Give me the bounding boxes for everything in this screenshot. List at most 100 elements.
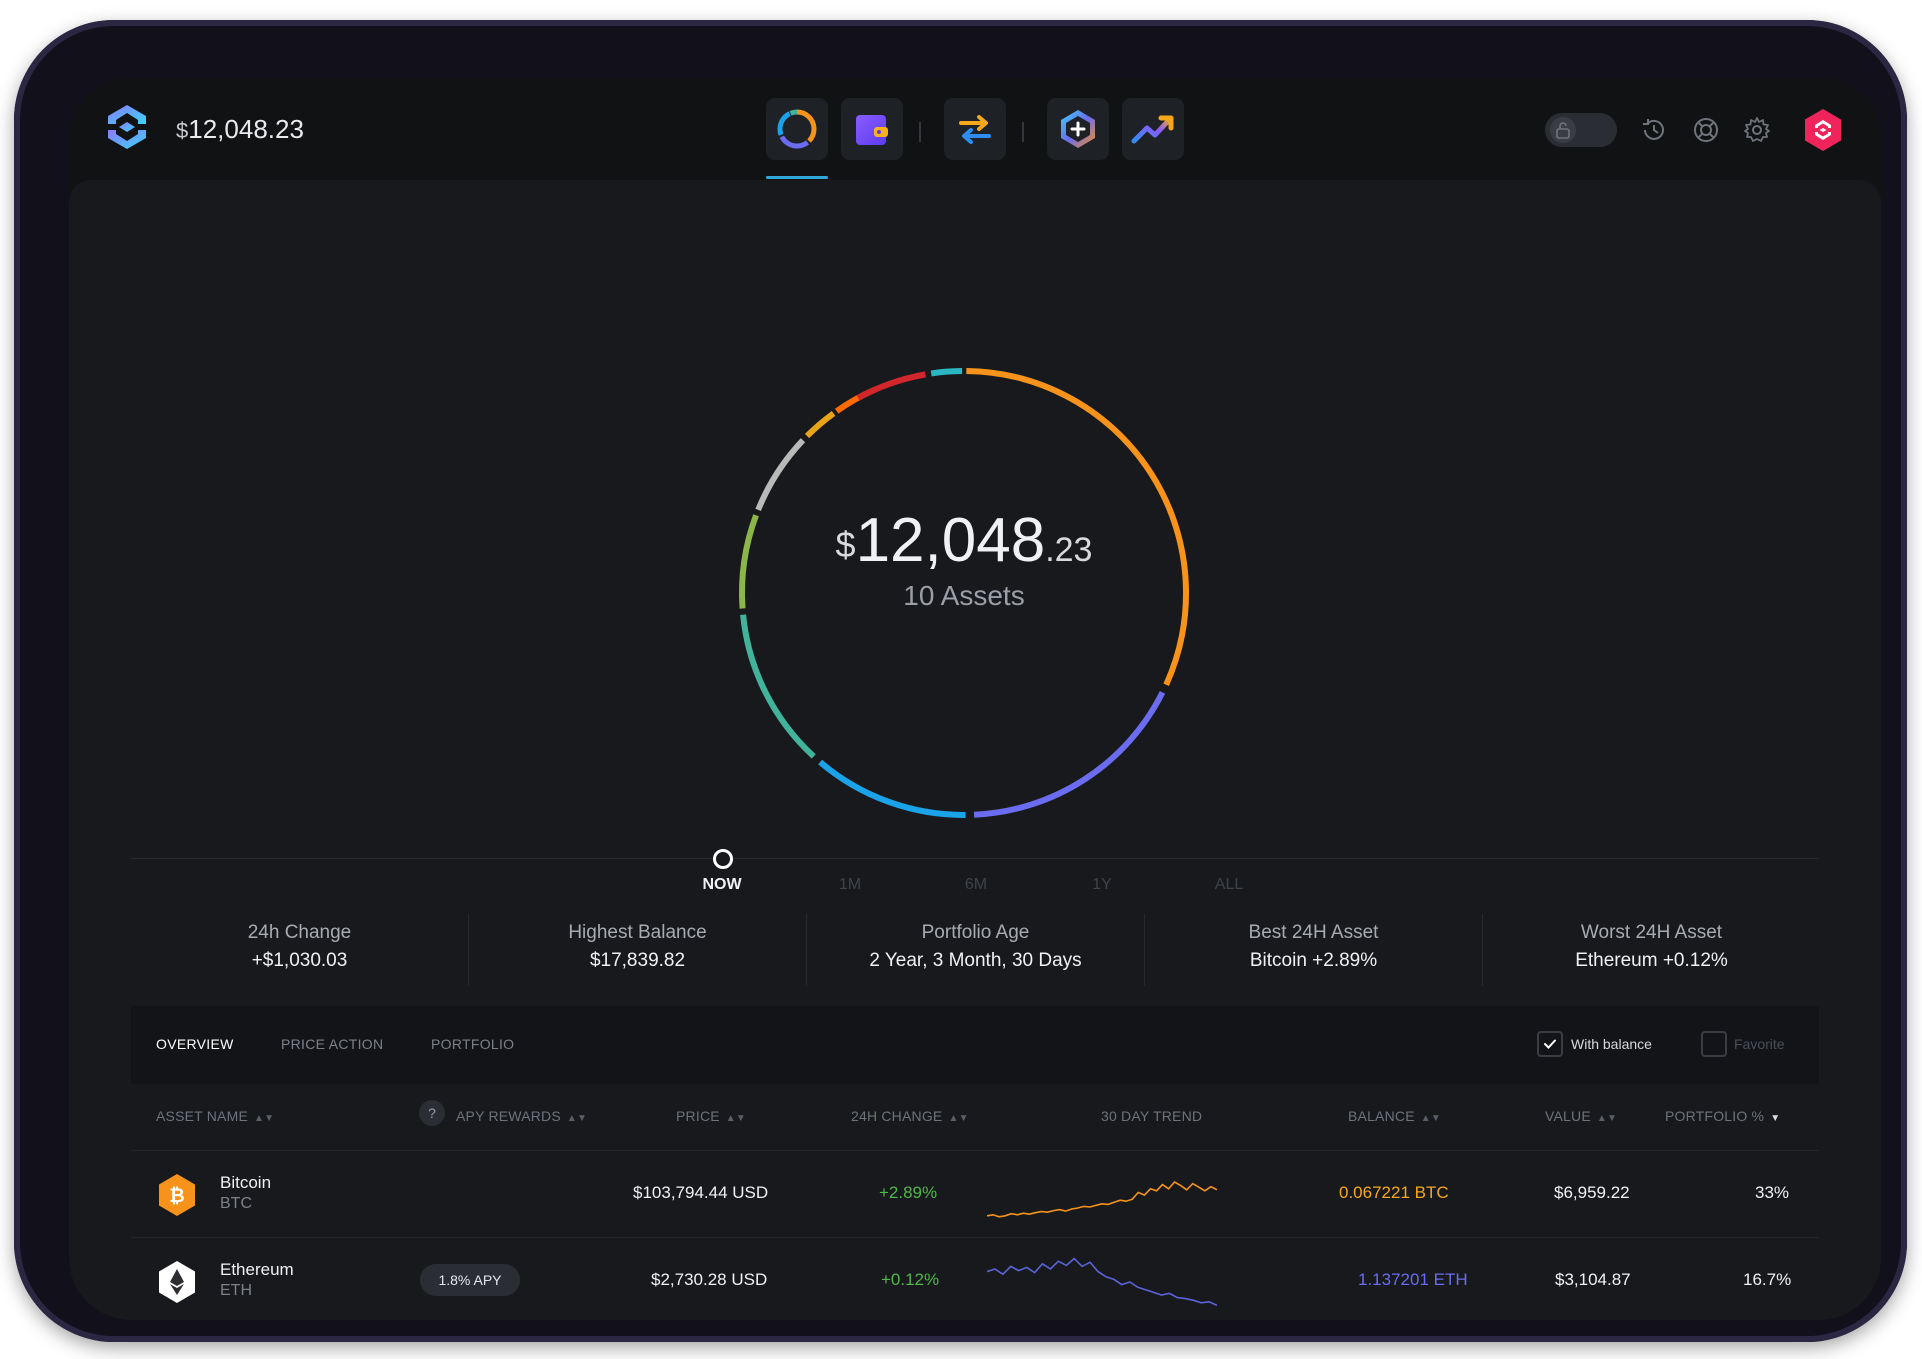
timeline-track [131,858,1819,859]
header-balance-currency: $ [176,118,189,143]
portfolio-content: $12,048.23 10 Assets NOW 1M 6M 1Y ALL 24… [69,180,1881,1320]
asset-portfolio-percent: 33% [1755,1183,1790,1202]
asset-ticker: BTC [220,1195,252,1212]
sort-icon: ▲▼ [725,1113,746,1124]
timeline-6m[interactable]: 6M [964,876,988,893]
allocation-segment[interactable] [739,514,759,609]
header-balance-amount: 12,048.23 [188,114,304,144]
sort-icon: ▲▼ [254,1113,275,1124]
col-apy-label: APY REWARDS [456,1108,561,1124]
allocation-segment[interactable] [755,438,806,511]
app-screen: $12,048.23 [69,78,1881,1320]
asset-value: $3,104.87 [1555,1270,1631,1289]
bitcoin-icon: ₿ [159,1174,195,1216]
col-portfolio-label: PORTFOLIO % [1665,1108,1765,1124]
padlock-icon [1556,122,1570,139]
col-balance-label: BALANCE [1348,1108,1415,1124]
stat-best-asset: Best 24H Asset Bitcoin +2.89% [1145,910,1482,990]
tab-price-action[interactable]: PRICE ACTION [281,1036,384,1052]
stat-value: $17,839.82 [589,950,686,971]
allocation-segment[interactable] [856,371,926,401]
trending-chart-icon [1131,115,1174,144]
col-portfolio-percent[interactable]: PORTFOLIO % ▼ [1665,1108,1780,1124]
exodus-logo-icon[interactable] [103,102,151,152]
allocation-segment[interactable] [966,368,1189,686]
sort-icon: ▲▼ [948,1113,969,1124]
assets-table: OVERVIEW PRICE ACTION PORTFOLIO With bal… [131,1006,1819,1320]
stat-divider [806,914,807,986]
sort-icon: ▲▼ [1596,1113,1618,1124]
col-price[interactable]: PRICE ▲▼ [676,1108,746,1124]
col-asset-name[interactable]: ASSET NAME ▲▼ [156,1108,274,1124]
with-balance-checkbox[interactable] [1537,1031,1563,1057]
allocation-segment[interactable] [930,368,963,377]
col-24h-change[interactable]: 24H CHANGE ▲▼ [851,1108,969,1124]
portfolio-donut-icon [777,109,817,149]
table-row[interactable]: ₿ Bitcoin BTC $103,794.44 USD +2.89% 0.0… [131,1150,1819,1237]
sparkline-path [987,1180,1217,1218]
app-store-plus-icon [1061,110,1095,148]
stat-label: Highest Balance [568,922,707,943]
device-frame: $12,048.23 [14,20,1907,1342]
allocation-segment[interactable] [740,614,816,759]
stat-divider [1482,914,1483,986]
nav-separator [1022,122,1024,142]
history-icon[interactable] [1639,115,1669,145]
stat-divider [468,914,469,986]
asset-price: $2,730.28 USD [651,1270,768,1289]
apy-help-icon[interactable]: ? [419,1100,445,1126]
stat-value: +$1,030.03 [251,950,348,971]
sparkline-path [987,1257,1217,1307]
stat-value: Ethereum +0.12% [1575,950,1728,971]
col-apy-rewards[interactable]: APY REWARDS ▲▼ [456,1108,587,1124]
timeline-now[interactable]: NOW [702,876,742,893]
allocation-segment[interactable] [818,759,966,818]
timeline-1m[interactable]: 1M [838,876,862,893]
svg-text:₿: ₿ [169,1185,184,1207]
favorite-label[interactable]: Favorite [1734,1036,1785,1052]
table-header-row: ASSET NAME ▲▼ ? APY REWARDS ▲▼ PRICE ▲▼ 24H… [131,1084,1819,1150]
lock-toggle-knob [1550,117,1576,143]
nav-wallet-button[interactable] [841,98,903,160]
portfolio-total-integer: 12,048 [855,506,1046,575]
wallet-icon [856,115,888,145]
sort-icon: ▲▼ [566,1113,588,1124]
settings-gear-icon[interactable] [1742,115,1772,145]
nav-app-store-button[interactable] [1047,98,1109,160]
lock-toggle[interactable] [1545,113,1617,147]
stat-highest-balance: Highest Balance $17,839.82 [469,910,806,990]
allocation-segment[interactable] [973,691,1166,818]
table-row[interactable]: Ethereum ETH 1.8% APY $2,730.28 USD +0.1… [131,1237,1819,1320]
ethereum-icon [159,1261,195,1303]
allocation-segment[interactable] [804,410,836,439]
asset-price: $103,794.44 USD [633,1183,769,1202]
with-balance-label[interactable]: With balance [1571,1036,1652,1052]
timeline-1y[interactable]: 1Y [1092,876,1112,893]
stat-value: 2 Year, 3 Month, 30 Days [869,950,1082,971]
trend-sparkline [987,1257,1217,1307]
trend-sparkline [987,1180,1217,1218]
nav-trending-button[interactable] [1122,98,1184,160]
nav-active-indicator [766,176,828,179]
tab-overview[interactable]: OVERVIEW [156,1036,234,1052]
stat-label: 24h Change [247,922,352,943]
col-30-day-trend: 30 DAY TREND [1101,1108,1203,1124]
col-balance[interactable]: BALANCE ▲▼ [1348,1108,1441,1124]
nav-portfolio-button[interactable] [766,98,828,160]
col-value[interactable]: VALUE ▲▼ [1545,1108,1617,1124]
asset-name: Ethereum [220,1260,294,1279]
tab-portfolio[interactable]: PORTFOLIO [431,1036,515,1052]
asset-24h-change: +2.89% [879,1183,938,1202]
support-lifebuoy-icon[interactable] [1691,115,1721,145]
apy-badge[interactable]: 1.8% APY [420,1264,520,1296]
stat-divider [1144,914,1145,986]
stat-worst-asset: Worst 24H Asset Ethereum +0.12% [1483,910,1820,990]
nav-exchange-button[interactable] [944,98,1006,160]
favorite-checkbox[interactable] [1701,1031,1727,1057]
portfolio-total-currency: $ [835,524,856,565]
table-tabs: OVERVIEW PRICE ACTION PORTFOLIO With bal… [131,1006,1819,1084]
profile-avatar-icon[interactable] [1801,108,1845,152]
timeline-handle[interactable] [713,849,733,869]
timeline-all[interactable]: ALL [1214,876,1244,893]
header-balance: $12,048.23 [176,114,304,145]
